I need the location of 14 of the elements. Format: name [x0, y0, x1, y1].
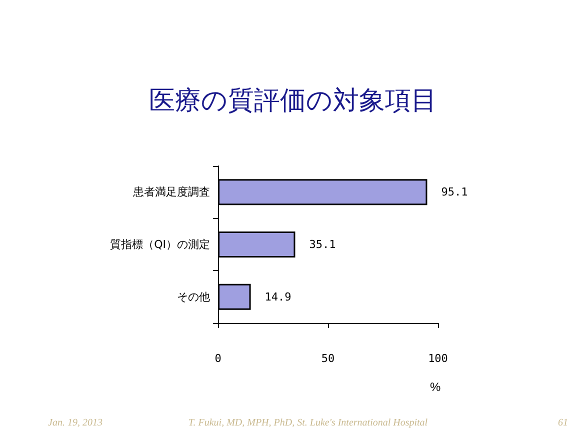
x-tick-label: 50 — [321, 352, 335, 365]
text: Jan. 19, 2013 — [48, 418, 102, 428]
text: T. Fukui, MD, MPH, PhD, St. Luke's International Hospital — [188, 418, 428, 428]
y-tick-label: その他 — [177, 290, 210, 304]
text: 61 — [558, 418, 568, 428]
data-label: 35.1 — [309, 238, 336, 251]
data-label: 95.1 — [441, 186, 468, 199]
x-tick-label: 100 — [428, 352, 448, 365]
y-tick-label: 患者満足度調査 — [132, 186, 210, 199]
x-tick-label: 0 — [214, 352, 222, 365]
x-axis-title: % — [430, 380, 441, 394]
chart-title: 医療の質評価の対象項目 — [149, 86, 437, 116]
y-tick-label: 質指標（QI）の測定 — [110, 238, 210, 251]
data-label: 14.9 — [264, 290, 292, 304]
